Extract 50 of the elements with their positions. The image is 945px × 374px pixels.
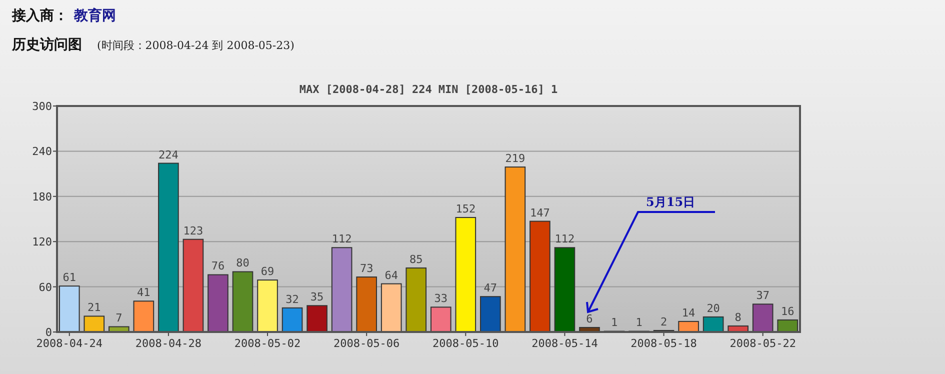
x-tick-label: 2008-04-28: [135, 337, 202, 350]
data-label: 14: [682, 306, 696, 320]
data-label: 147: [530, 206, 550, 220]
data-label: 112: [332, 232, 352, 246]
data-label: 8: [734, 310, 742, 324]
data-label: 224: [158, 148, 179, 162]
data-label: 33: [434, 292, 448, 306]
data-label: 20: [706, 302, 720, 315]
x-tick-label: 2008-05-06: [333, 337, 400, 350]
data-label: 64: [384, 268, 398, 282]
data-label: 16: [780, 304, 794, 318]
data-label: 1: [636, 316, 642, 330]
data-label: 152: [456, 202, 476, 216]
data-label: 61: [62, 271, 76, 284]
y-tick-label: 0: [45, 326, 52, 339]
x-tick-label: 2008-04-24: [36, 337, 103, 350]
data-label: 41: [137, 286, 150, 300]
text: (时间段：2008-04-24 到 2008-05-23): [97, 39, 294, 52]
y-tick-label: 180: [32, 190, 52, 204]
text: 接入商：: [11, 7, 68, 23]
data-label: 21: [88, 301, 101, 314]
data-label: 1: [610, 316, 618, 330]
annotation: 5月15日: [646, 195, 696, 209]
y-tick-label: 240: [32, 145, 52, 158]
x-tick-label: 2008-05-02: [234, 337, 301, 350]
x-tick-label: 2008-05-18: [630, 337, 697, 350]
data-label: 47: [484, 282, 498, 295]
data-label: 2: [660, 315, 668, 328]
data-label: 123: [183, 224, 204, 238]
y-tick-label: 300: [32, 100, 52, 113]
data-label: 37: [756, 289, 770, 302]
x-tick-label: 2008-05-22: [730, 337, 796, 350]
data-label: 76: [211, 260, 225, 273]
data-label: 32: [286, 292, 299, 306]
data-label: 6: [586, 312, 593, 326]
data-label: 69: [260, 265, 274, 278]
y-tick-label: 120: [32, 236, 52, 249]
x-tick-label: 2008-05-14: [532, 337, 598, 350]
text: 历史访问图: [11, 36, 82, 52]
data-label: 219: [505, 152, 526, 166]
text: 教育网: [73, 7, 116, 23]
data-label: 35: [310, 290, 324, 304]
data-label: 73: [360, 262, 374, 276]
data-label: 80: [236, 256, 250, 270]
data-label: 112: [554, 232, 575, 246]
chart-title: MAX [2008-04-28] 224 MIN [2008-05-16] 1: [299, 83, 558, 96]
data-label: 7: [116, 312, 122, 325]
y-tick-label: 60: [38, 280, 52, 294]
data-label: 85: [409, 252, 423, 266]
x-tick-label: 2008-05-10: [432, 337, 499, 350]
